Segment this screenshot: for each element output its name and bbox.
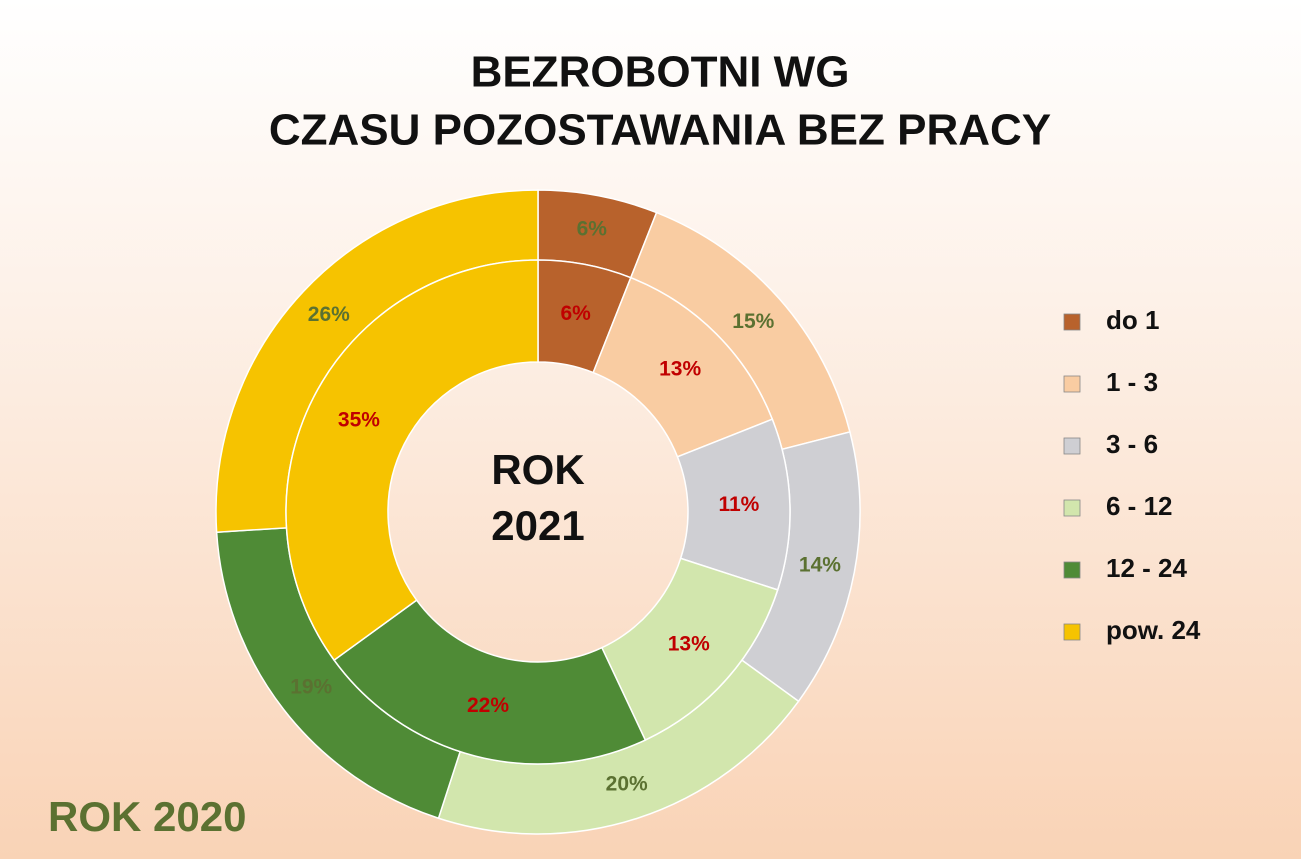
data-label: 14%: [799, 553, 841, 576]
data-label: 6%: [577, 218, 608, 241]
legend-label: 1 - 3: [1106, 367, 1158, 397]
data-label: 26%: [308, 303, 350, 326]
donut-slice: [333, 599, 647, 765]
data-label: 6%: [560, 302, 591, 325]
data-label: 19%: [290, 675, 332, 698]
legend-label: do 1: [1106, 305, 1159, 335]
legend-swatch: [1063, 623, 1081, 641]
legend-swatch: [1063, 561, 1081, 579]
legend-label: 12 - 24: [1106, 553, 1187, 583]
legend-swatch: [1063, 437, 1081, 455]
chart-title: CZASU POZOSTAWANIA BEZ PRACY: [269, 106, 1051, 155]
data-label: 15%: [732, 310, 774, 333]
legend-label: 3 - 6: [1106, 429, 1158, 459]
data-label: 13%: [668, 632, 710, 655]
data-label: 35%: [338, 408, 380, 431]
data-label: 13%: [659, 357, 701, 380]
data-label: 20%: [606, 773, 648, 796]
data-label: 22%: [467, 694, 509, 717]
inner-series-name: ROK 2021: [491, 446, 585, 549]
legend-label: pow. 24: [1106, 615, 1201, 645]
legend-swatch: [1063, 499, 1081, 517]
legend-swatch: [1063, 313, 1081, 331]
legend-label: 6 - 12: [1106, 491, 1173, 521]
data-label: 11%: [718, 493, 759, 516]
chart-title: BEZROBOTNI WG: [471, 48, 850, 97]
donut-slice: [285, 259, 539, 662]
outer-series-name: ROK 2020: [48, 793, 246, 840]
legend-swatch: [1063, 375, 1081, 393]
